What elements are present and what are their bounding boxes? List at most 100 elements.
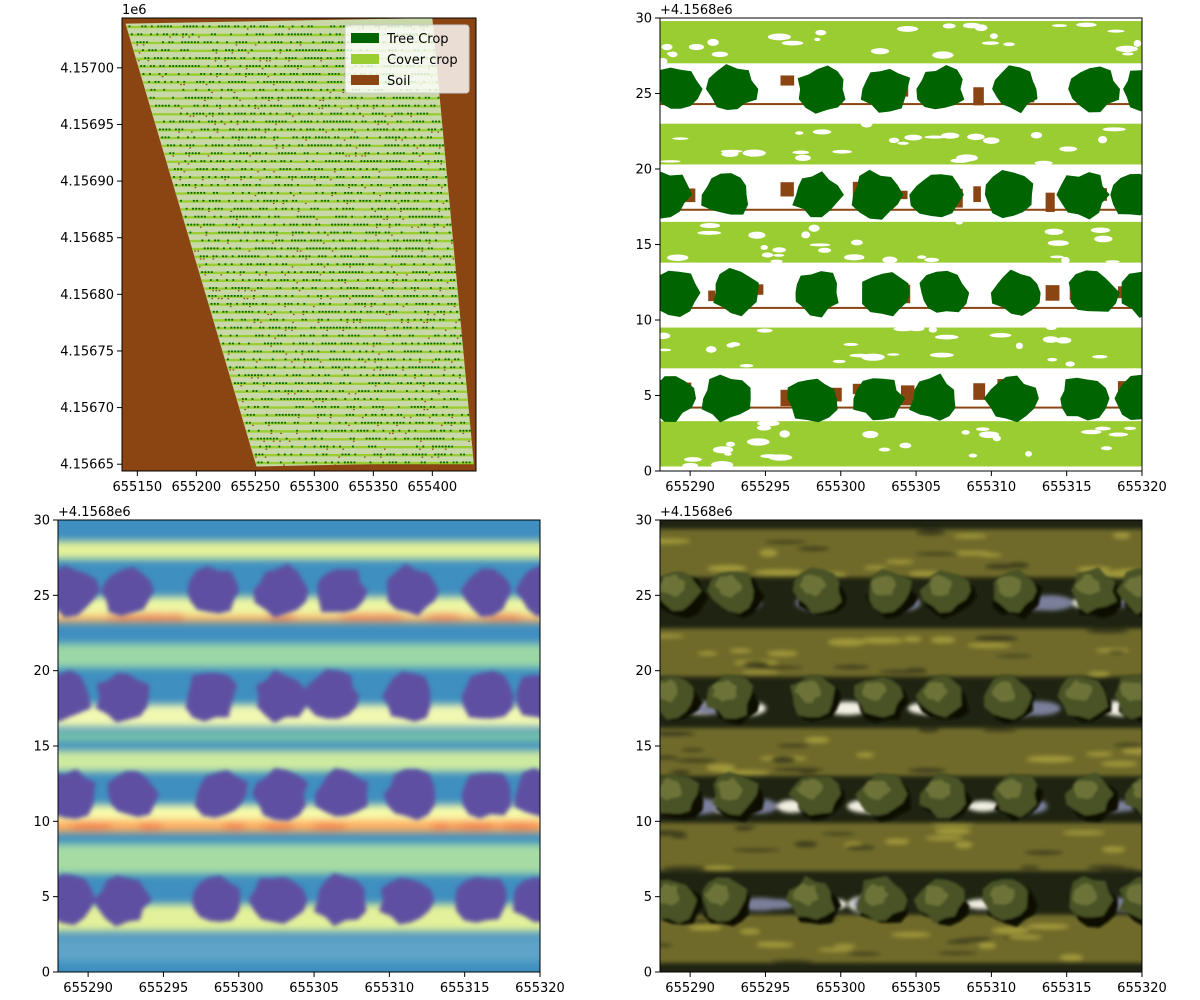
tree-pixel: [214, 144, 217, 147]
tree-pixel: [336, 112, 339, 115]
tree-pixel: [193, 223, 196, 226]
tree-pixel: [307, 231, 310, 234]
tree-pixel: [386, 215, 389, 218]
tree-pixel: [212, 310, 215, 313]
tree-pixel: [275, 112, 278, 115]
grass-texture: [1026, 756, 1075, 763]
tree-highlight: [1074, 574, 1101, 595]
tree-pixel: [333, 112, 336, 115]
tree-pixel: [336, 263, 339, 266]
tree-pixel: [409, 358, 412, 361]
tree-pixel: [436, 310, 439, 313]
tree-pixel: [235, 247, 238, 250]
tree-pixel: [269, 176, 271, 178]
tree-pixel: [244, 310, 247, 313]
heatmap-tree-blob: [252, 768, 309, 821]
tree-pixel: [320, 326, 322, 329]
tree-pixel: [346, 199, 349, 202]
tree-pixel: [161, 49, 163, 52]
index-heatmap-panel: 655290 655295 655300 655305 655310 655315 6553…: [33, 505, 564, 996]
tree-pixel: [417, 342, 420, 345]
tree-pixel: [268, 390, 271, 392]
tree-pixel: [386, 453, 389, 456]
tree-pixel: [172, 65, 175, 67]
tree-pixel: [254, 255, 256, 258]
tree-pixel: [429, 144, 432, 147]
tree-pixel: [249, 184, 251, 186]
tree-pixel: [265, 120, 268, 123]
tree-pixel: [214, 152, 216, 155]
tree-pixel: [400, 318, 403, 321]
gap-patch: [904, 134, 923, 141]
tree-pixel: [275, 350, 278, 353]
tree-pixel: [382, 461, 385, 464]
tree-pixel: [347, 160, 350, 163]
tree-pixel: [449, 398, 452, 400]
tree-pixel: [225, 73, 228, 75]
tree-pixel: [248, 421, 251, 424]
tree-pixel: [370, 247, 373, 250]
tree-pixel: [367, 128, 369, 131]
tree-pixel: [425, 326, 428, 329]
gap-patch: [1061, 256, 1070, 264]
tree-pixel: [238, 160, 241, 163]
tree-pixel: [338, 334, 341, 337]
tree-pixel: [356, 342, 359, 345]
soil-pixel: [440, 424, 443, 427]
soil-pixel: [188, 36, 191, 38]
tree-pixel: [196, 168, 199, 170]
soil-pixel: [201, 179, 204, 181]
tree-pixel: [352, 318, 355, 321]
soil-patch: [1045, 192, 1055, 212]
tree-pixel: [300, 390, 303, 392]
tree-pixel: [284, 184, 287, 186]
gap-patch: [1047, 357, 1058, 362]
tree-pixel: [407, 199, 410, 202]
tree-pixel: [314, 144, 316, 147]
tree-pixel: [383, 120, 386, 123]
tree-pixel: [435, 294, 438, 297]
tree-pixel: [193, 104, 196, 107]
tree-pixel: [392, 96, 395, 99]
tree-pixel: [455, 350, 457, 353]
tree-pixel: [334, 310, 337, 313]
tree-pixel: [190, 160, 193, 163]
grass-texture: [706, 764, 736, 772]
tree-pixel: [364, 390, 367, 392]
tree-pixel: [219, 334, 222, 337]
tree-pixel: [343, 350, 345, 353]
tree-pixel: [269, 263, 272, 266]
tree-pixel: [363, 223, 365, 226]
heatmap-band: [58, 819, 540, 833]
tree-pixel: [392, 429, 394, 432]
tree-pixel: [316, 271, 319, 274]
tree-pixel: [245, 302, 248, 305]
tree-pixel: [336, 80, 339, 83]
tree-pixel: [281, 207, 284, 210]
tree-pixel: [300, 96, 302, 99]
tree-pixel: [228, 49, 231, 52]
tree-pixel: [252, 302, 255, 305]
tree-pixel: [278, 390, 280, 392]
tree-pixel: [199, 168, 202, 170]
heatmap-peak: [357, 613, 407, 620]
tree-pixel: [227, 112, 230, 115]
tree-pixel: [182, 33, 184, 36]
tree-pixel: [410, 287, 413, 289]
tree-pixel: [397, 294, 399, 297]
tree-pixel: [265, 65, 267, 67]
tree-pixel: [227, 358, 229, 361]
y-tick-label: 5: [644, 890, 652, 905]
tree-pixel: [350, 191, 353, 194]
tree-pixel: [256, 350, 259, 353]
gap-patch: [989, 333, 1012, 338]
tree-pixel: [375, 405, 378, 408]
tree-pixel: [190, 223, 193, 226]
tree-pixel: [301, 176, 303, 178]
tree-pixel: [359, 112, 361, 115]
tree-pixel: [235, 73, 238, 75]
tree-pixel: [434, 453, 437, 456]
tree-pixel: [375, 104, 378, 107]
tree-pixel: [175, 65, 178, 67]
tree-pixel: [454, 271, 456, 274]
